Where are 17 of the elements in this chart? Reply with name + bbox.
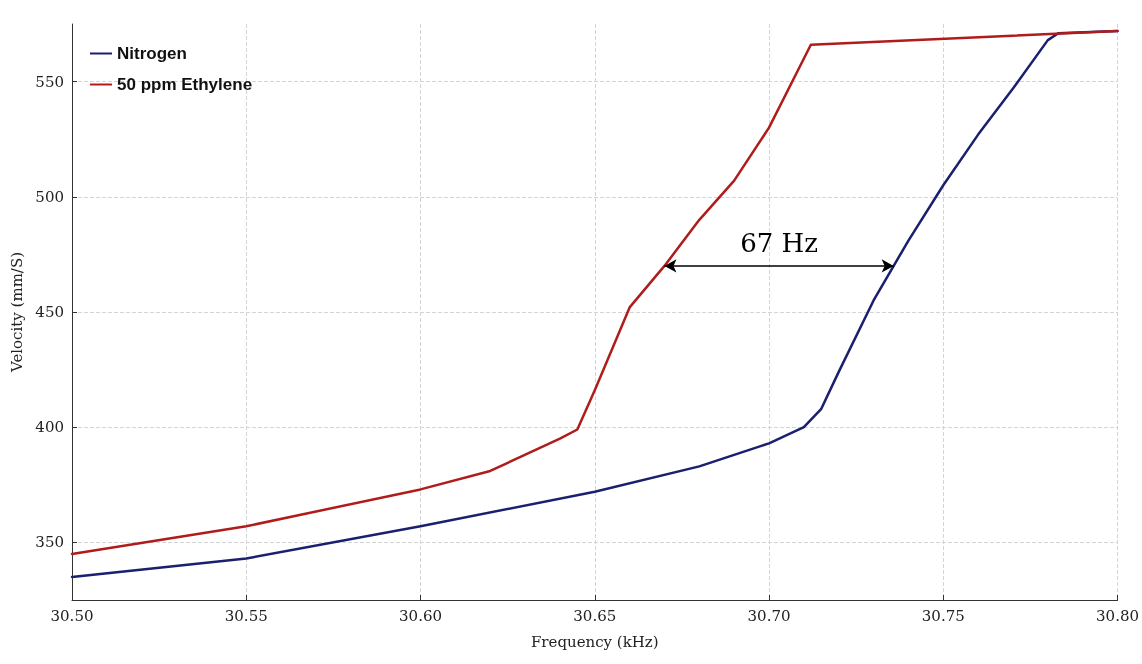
x-axis-title: Frequency (kHz) xyxy=(530,632,659,651)
y-tick-label: 350 xyxy=(35,533,64,552)
annotation: 67 Hz xyxy=(740,227,818,258)
x-tick-label: 30.55 xyxy=(224,606,268,625)
x-tick-label: 30.50 xyxy=(50,606,94,625)
x-tick-label: 30.70 xyxy=(747,606,791,625)
x-tick-label: 30.75 xyxy=(921,606,965,625)
legend-label: 50 ppm Ethylene xyxy=(117,75,253,94)
x-tick-label: 30.80 xyxy=(1096,606,1140,625)
y-tick-label: 450 xyxy=(35,303,64,321)
legend-label: Nitrogen xyxy=(117,44,187,63)
y-tick-label: 500 xyxy=(35,187,64,206)
x-tick-label: 30.60 xyxy=(399,606,442,625)
y-axis-title: Velocity (mm/S) xyxy=(7,251,26,374)
y-tick-label: 550 xyxy=(35,72,64,91)
x-tick-label: 30.65 xyxy=(573,606,617,625)
y-tick-label: 400 xyxy=(35,418,64,437)
